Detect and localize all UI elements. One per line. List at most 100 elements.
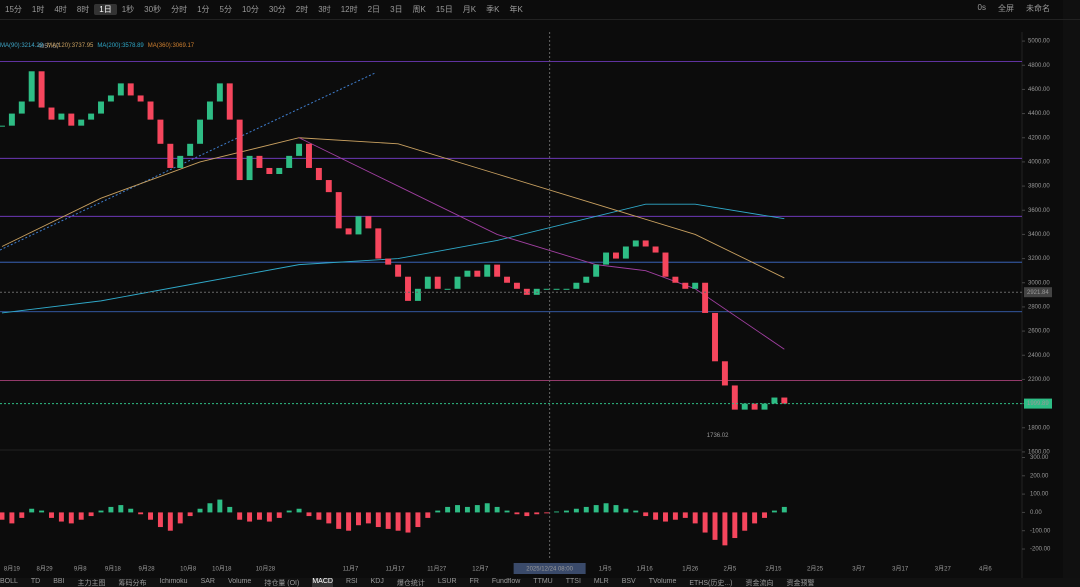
interval-button[interactable]: 5分	[219, 5, 232, 14]
interval-button[interactable]: 1秒	[121, 5, 135, 14]
candle	[147, 101, 154, 120]
interval-button[interactable]: 15日	[435, 5, 453, 14]
macd-bar	[464, 506, 470, 513]
candle	[741, 403, 748, 410]
indicator-tab[interactable]: ETHS(历史...)	[689, 580, 733, 587]
macd-bar	[39, 510, 45, 513]
interval-button[interactable]: 月K	[462, 5, 477, 14]
macd-bar	[623, 508, 629, 513]
toolbar-item[interactable]: 未命名	[1026, 4, 1050, 13]
indicator-tab[interactable]: 持仓量 (OI)	[264, 580, 300, 587]
indicator-tab[interactable]: TVolume	[648, 578, 677, 585]
indicator-tab[interactable]: LSUR	[437, 578, 457, 585]
interval-button[interactable]: 2时	[295, 5, 309, 14]
candle	[48, 107, 55, 120]
macd-bar	[752, 512, 758, 524]
indicator-tab[interactable]: 主力主图	[77, 580, 106, 587]
macd-bar	[365, 512, 371, 524]
y-tick-label: 4200.00	[1028, 135, 1050, 141]
macd-bar	[276, 512, 282, 518]
indicator-tab[interactable]: 资金预警	[786, 580, 815, 587]
indicator-tab[interactable]: 爆仓统计	[396, 580, 425, 587]
x-tick-label: 1月16	[637, 566, 654, 573]
candle	[454, 276, 461, 289]
macd-bar	[375, 512, 381, 528]
high-label: 4957.67	[38, 44, 60, 50]
interval-button[interactable]: 30分	[268, 5, 286, 14]
indicator-tab[interactable]: MACD	[312, 578, 333, 587]
interval-button[interactable]: 15分	[5, 5, 22, 14]
indicator-tab[interactable]: Ichimoku	[159, 578, 188, 585]
macd-bar	[316, 512, 322, 520]
interval-button[interactable]: 分时	[171, 5, 188, 14]
interval-button[interactable]: 10分	[241, 5, 259, 14]
macd-bar	[356, 512, 361, 526]
interval-button[interactable]: 1时	[31, 5, 45, 14]
macd-bar	[613, 505, 619, 513]
interval-button[interactable]: 8时	[76, 5, 90, 14]
toolbar-item[interactable]: 0s	[977, 3, 986, 12]
candle	[662, 252, 669, 277]
macd-bar	[336, 512, 342, 529]
macd-bar	[672, 512, 678, 520]
indicator-tab[interactable]: TTMU	[533, 578, 553, 585]
macd-bar	[494, 506, 500, 513]
candle	[414, 288, 421, 301]
macd-bar	[68, 512, 74, 524]
macd-bar	[653, 512, 659, 520]
indicator-tab[interactable]: SAR	[200, 578, 215, 585]
macd-bar	[385, 512, 391, 529]
trend-line	[0, 72, 376, 251]
candle	[424, 276, 431, 289]
macd-bar	[49, 512, 54, 518]
candle	[731, 385, 738, 410]
indicator-tab[interactable]: MLR	[593, 578, 609, 585]
indicator-tab[interactable]: KDJ	[370, 578, 384, 585]
interval-button[interactable]: 季K	[486, 5, 500, 14]
candle	[0, 125, 5, 127]
indicator-tab[interactable]: 资金流向	[745, 580, 774, 587]
interval-button[interactable]: 12时	[340, 5, 358, 14]
interval-button[interactable]: 1日	[94, 4, 117, 15]
candle	[266, 167, 273, 174]
y-tick-label: 200.00	[1030, 473, 1049, 479]
macd-bar	[88, 512, 94, 517]
candle	[622, 246, 629, 259]
macd-bar	[237, 512, 243, 520]
indicator-tab[interactable]: FR	[469, 578, 479, 585]
y-tick-label: 4400.00	[1028, 111, 1050, 117]
candle	[315, 167, 322, 181]
indicator-tab[interactable]: BOLL	[0, 578, 18, 585]
indicator-tab[interactable]: BSV	[621, 578, 636, 585]
interval-button[interactable]: 1分	[197, 5, 210, 14]
x-tick-label: 9月18	[105, 566, 122, 573]
indicator-tab[interactable]: Fundflow	[491, 578, 521, 585]
macd-bar	[177, 512, 183, 524]
macd-bar	[544, 512, 550, 514]
indicator-tab[interactable]: TD	[30, 578, 41, 585]
candle	[721, 361, 728, 386]
interval-button[interactable]: 周K	[412, 5, 426, 14]
y-tick-label: 300.00	[1030, 455, 1049, 461]
interval-button[interactable]: 30秒	[144, 5, 162, 14]
macd-bar	[702, 512, 708, 533]
x-tick-label: 2月15	[765, 566, 782, 573]
indicator-tab[interactable]: TTSI	[565, 578, 581, 585]
interval-button[interactable]: 2日	[367, 5, 381, 14]
macd-bar	[455, 505, 460, 513]
interval-button[interactable]: 年K	[509, 5, 523, 14]
ma-line	[1, 203, 785, 314]
candle	[325, 180, 332, 193]
macd-bar	[514, 512, 520, 515]
indicator-tab[interactable]: RSI	[345, 578, 358, 585]
y-tick-label: -100.00	[1030, 528, 1051, 534]
interval-button[interactable]: 3日	[390, 5, 403, 14]
toolbar-item[interactable]: 全屏	[998, 4, 1014, 13]
indicator-tab[interactable]: 筹码分布	[118, 580, 147, 587]
indicator-tab[interactable]: Volume	[227, 578, 252, 585]
interval-button[interactable]: 4时	[54, 5, 67, 14]
interval-button[interactable]: 3时	[318, 5, 331, 14]
candle	[216, 83, 223, 102]
indicator-tab[interactable]: BBI	[53, 578, 65, 585]
y-tick-label: 4600.00	[1028, 87, 1050, 93]
